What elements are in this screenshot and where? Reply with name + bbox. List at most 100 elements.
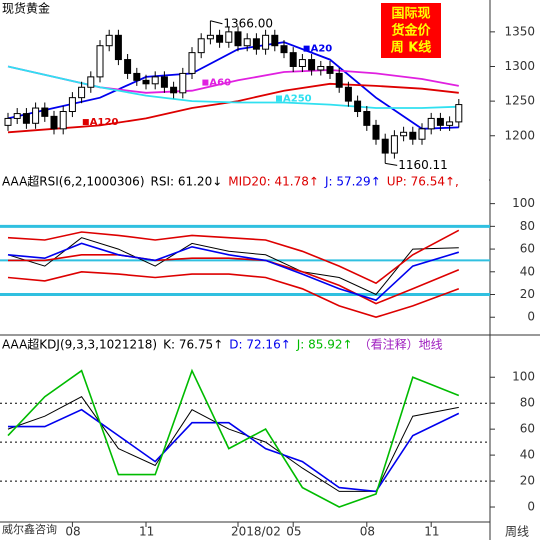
candle-body (335, 72, 343, 88)
candle-body (50, 115, 58, 130)
y-tick-label: 80 (520, 396, 535, 410)
y-tick-label: 1300 (504, 59, 535, 73)
candle-body (179, 72, 187, 94)
legend-entry: RSI: 61.20↓ (151, 175, 223, 189)
candle-body (22, 113, 30, 124)
legend-swatch (202, 79, 209, 86)
x-tick-label: 08 (360, 525, 375, 539)
candle-body (225, 31, 233, 43)
y-tick-label: 100 (512, 370, 535, 384)
candle-body (409, 131, 417, 140)
candle-body (363, 111, 371, 126)
candle-body (298, 59, 306, 67)
candle-body (234, 31, 242, 47)
candle-body (41, 107, 49, 117)
candle-body (96, 45, 104, 78)
candle-body (390, 135, 398, 154)
candle-body (372, 124, 380, 140)
x-tick-label: 11 (139, 525, 154, 539)
y-tick-label: 0 (527, 500, 535, 514)
indicator-title: AAA超KDJ(9,3,3,1021218) (2, 337, 157, 352)
y-tick-label: 100 (512, 196, 535, 210)
y-tick-label: 20 (520, 474, 535, 488)
y-tick-label: 1250 (504, 94, 535, 108)
candle-body (133, 72, 141, 81)
box-text: 国际现 (391, 7, 430, 22)
candle-body (381, 138, 389, 154)
chart-title: 现货黄金 (2, 1, 50, 16)
indicator-line (7, 229, 460, 285)
x-tick-label: 2018/02 (231, 525, 281, 539)
y-tick-label: 1350 (504, 24, 535, 38)
candle-body (427, 117, 435, 130)
legend-swatch (303, 45, 310, 52)
candle-body (68, 97, 76, 113)
indicator-line (7, 368, 460, 508)
candle-body (317, 65, 325, 71)
indicator-line (7, 237, 459, 296)
ma-label: A20 (311, 44, 333, 55)
candle-body (271, 34, 279, 47)
y-tick-label: 0 (527, 310, 535, 324)
candle-body (188, 52, 196, 74)
candle-body (170, 86, 178, 94)
watermark: 威尔鑫咨询 (2, 522, 57, 536)
candle-body (455, 104, 463, 123)
candle-body (354, 100, 362, 113)
indicator-line (7, 270, 460, 319)
ma-label: A120 (90, 117, 119, 128)
candle-body (280, 45, 288, 54)
x-tick-label: 08 (65, 525, 80, 539)
legend-entry: K: 76.75↑ (163, 338, 223, 352)
candle-body (105, 34, 113, 47)
candle-body (59, 111, 67, 130)
indicator-title: AAA超RSI(6,2,1000306) (2, 174, 145, 189)
indicator-line (8, 254, 460, 305)
box-text: 周 K线 (391, 40, 432, 56)
candle-body (344, 86, 352, 102)
ma-line (7, 82, 459, 134)
y-tick-label: 40 (520, 264, 535, 278)
candle-body (400, 131, 408, 137)
annotation-leader (385, 162, 398, 166)
candle-body (436, 117, 444, 126)
candle-body (197, 38, 205, 54)
candle-body (418, 128, 426, 140)
candle-body (216, 34, 224, 43)
legend-entry: J: 85.92↑ (296, 338, 353, 352)
note: （看注释）地线 (359, 337, 443, 352)
y-tick-label: 40 (520, 448, 535, 462)
ma-label: A250 (283, 94, 312, 105)
candle-body (78, 86, 86, 99)
annotation: 1160.11 (398, 158, 448, 172)
annotation-leader (210, 20, 223, 25)
ma-line (7, 65, 459, 109)
box-text: 货金价 (391, 23, 431, 39)
indicator-line (7, 242, 460, 302)
candle-body (142, 79, 150, 85)
candle-body (87, 76, 95, 88)
y-tick-label: 80 (520, 219, 535, 233)
candle-body (308, 59, 316, 71)
candle-body (326, 65, 334, 74)
candle-body (124, 59, 132, 74)
candle-body (151, 76, 159, 85)
header-bg (0, 338, 489, 352)
candle-body (206, 34, 214, 40)
candle-body (243, 38, 251, 47)
legend-entry: J: 57.29↑ (324, 175, 381, 189)
x-tick-label: 05 (286, 525, 301, 539)
legend-swatch (82, 119, 89, 126)
candle-body (252, 38, 260, 50)
y-tick-label: 60 (520, 242, 535, 256)
candle-body (114, 34, 122, 61)
ma-label: A60 (209, 78, 231, 89)
candle-body (160, 76, 168, 88)
annotation: 1366.00 (223, 16, 273, 30)
candle-body (262, 34, 270, 50)
y-tick-label: 60 (520, 422, 535, 436)
legend-entry: MID20: 41.78↑ (228, 175, 319, 189)
candle-body (13, 113, 21, 119)
legend-entry: D: 72.16↑ (229, 338, 291, 352)
